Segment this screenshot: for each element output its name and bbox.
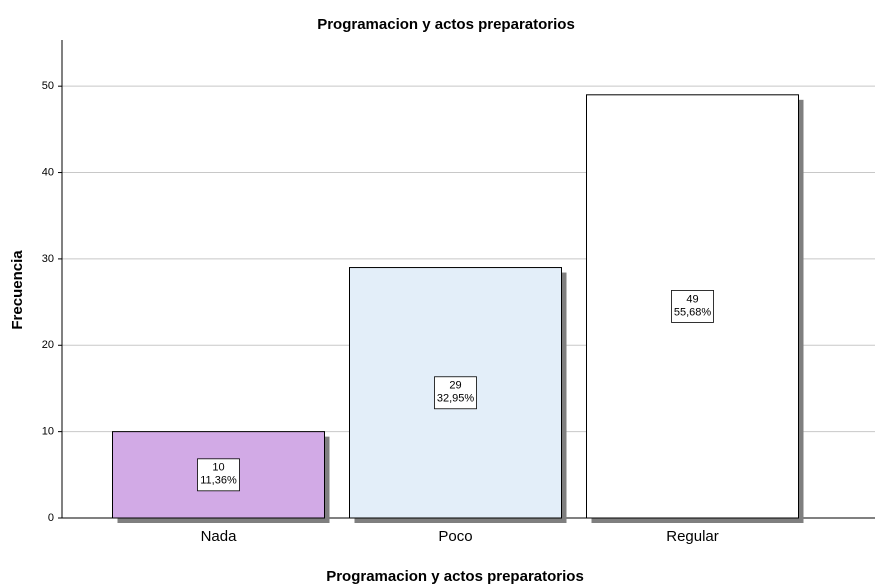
y-tick-label: 20: [42, 339, 54, 351]
y-tick-label: 50: [42, 80, 54, 92]
x-axis-label: Programacion y actos preparatorios: [326, 568, 584, 585]
y-tick-label: 0: [48, 512, 54, 524]
chart-title: Programacion y actos preparatorios: [317, 16, 575, 33]
data-label-percent: 11,36%: [200, 475, 237, 487]
y-tick-label: 10: [42, 426, 54, 438]
x-tick-label: Regular: [666, 528, 719, 545]
data-label: 29: [449, 380, 461, 392]
data-label-box: [671, 290, 714, 323]
data-label: 10: [212, 462, 224, 474]
data-label-percent: 32,95%: [437, 393, 475, 405]
y-axis-label: Frecuencia: [9, 250, 26, 330]
x-tick-label: Poco: [438, 528, 472, 545]
data-label-box: [197, 458, 240, 492]
data-label-box: [434, 376, 477, 410]
y-tick-label: 40: [42, 166, 54, 178]
data-label: 49: [686, 293, 698, 305]
x-tick-label: Nada: [201, 528, 238, 545]
y-tick-label: 30: [42, 253, 54, 265]
data-label-percent: 55,68%: [674, 306, 712, 318]
